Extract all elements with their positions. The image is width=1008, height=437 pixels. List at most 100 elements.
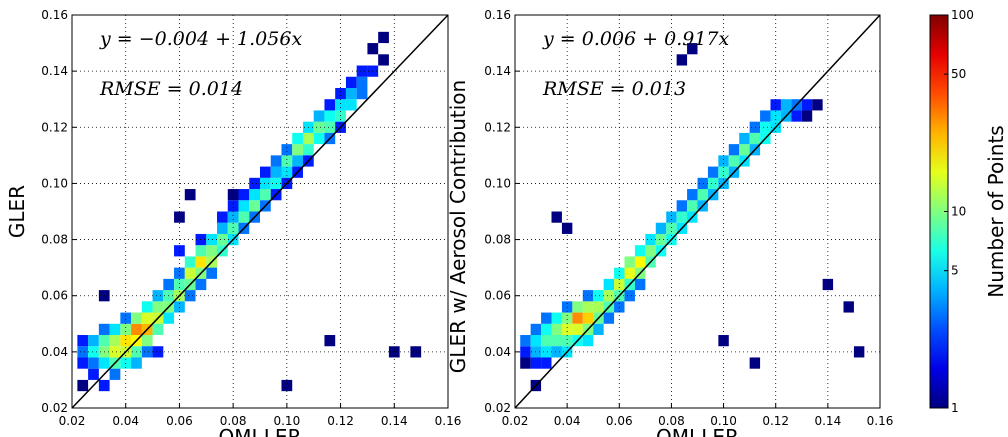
cell	[561, 301, 573, 313]
cell	[324, 335, 336, 347]
cell	[718, 335, 729, 347]
cell	[655, 222, 667, 234]
cell	[335, 110, 346, 122]
cell	[77, 357, 89, 369]
cell	[98, 335, 110, 347]
cell	[801, 99, 813, 111]
cell	[541, 357, 552, 369]
cell	[624, 256, 635, 268]
cell	[603, 312, 615, 324]
cell	[520, 346, 531, 358]
cell	[206, 233, 218, 246]
x-tick-label: 0.08	[220, 414, 247, 428]
cell	[551, 323, 562, 336]
cell	[249, 189, 260, 201]
x-tick-label: 0.06	[606, 414, 633, 428]
cell	[749, 132, 761, 145]
cell	[541, 323, 552, 336]
cell	[541, 312, 552, 324]
cell	[822, 278, 834, 291]
cell	[152, 346, 164, 358]
colorbar-tick-label: 50	[951, 67, 966, 81]
cell	[313, 110, 325, 122]
y-tick-label: 0.08	[484, 233, 511, 247]
x-tick-label: 0.14	[814, 414, 841, 428]
cell	[98, 357, 110, 369]
cell	[551, 312, 562, 324]
cell	[163, 278, 175, 291]
cell	[551, 346, 562, 358]
cell	[760, 110, 771, 122]
cell	[603, 278, 615, 291]
cell	[603, 290, 615, 302]
colorbar-label: Number of Points	[984, 125, 1008, 297]
cell	[238, 200, 250, 212]
cell	[345, 99, 357, 111]
annotation: y = −0.004 + 1.056x	[99, 28, 302, 50]
cell	[356, 76, 368, 88]
cell	[697, 177, 708, 190]
cell	[281, 166, 293, 178]
y-tick-label: 0.02	[484, 401, 511, 415]
cell	[687, 43, 698, 55]
annotation: RMSE = 0.013	[542, 78, 686, 100]
cell	[335, 87, 346, 100]
cell	[614, 267, 625, 279]
cell	[345, 87, 357, 100]
cell	[281, 144, 293, 156]
cell	[184, 189, 196, 201]
cell	[843, 301, 854, 313]
x-tick-label: 0.02	[502, 414, 529, 428]
cells	[520, 43, 865, 392]
annotation: RMSE = 0.014	[99, 78, 243, 100]
cell	[655, 233, 667, 246]
cell	[184, 290, 196, 302]
cell	[739, 144, 750, 156]
y-tick-label: 0.14	[41, 64, 68, 78]
cell	[624, 267, 635, 279]
cell	[195, 256, 207, 268]
cell	[676, 211, 688, 223]
x-tick-label: 0.04	[112, 414, 139, 428]
cell	[88, 346, 99, 358]
cell	[292, 132, 303, 145]
cell	[174, 211, 185, 223]
y-tick-label: 0.08	[41, 233, 68, 247]
plot-frame	[71, 14, 449, 409]
colorbar-tick-label: 1	[951, 401, 959, 415]
cell	[260, 189, 271, 201]
cell	[707, 166, 719, 178]
y-tick-label: 0.10	[484, 176, 511, 190]
cell	[530, 323, 542, 336]
cell	[302, 144, 314, 156]
y-tick-label: 0.06	[41, 289, 68, 303]
cell	[141, 301, 153, 313]
y-tick-label: 0.12	[484, 120, 511, 134]
cell	[749, 121, 761, 133]
cell	[249, 177, 260, 190]
y-tick-label: 0.10	[41, 176, 68, 190]
cell	[634, 245, 646, 257]
cell	[551, 211, 562, 223]
colorbar-tick-label: 5	[951, 264, 959, 278]
cell	[645, 245, 656, 257]
cell	[666, 211, 677, 223]
cell	[109, 368, 121, 380]
cell	[645, 233, 656, 246]
cell	[313, 121, 325, 133]
cell	[676, 54, 688, 66]
cell	[152, 323, 164, 336]
cell	[593, 290, 604, 302]
cell	[302, 132, 314, 145]
cell	[378, 54, 389, 66]
x-tick-label: 0.10	[273, 414, 300, 428]
cell	[572, 301, 583, 313]
cell	[281, 155, 293, 167]
cell	[313, 132, 325, 145]
cell	[561, 312, 573, 324]
x-tick-label: 0.10	[710, 414, 737, 428]
cell	[582, 301, 594, 313]
cell	[238, 189, 250, 201]
cell	[593, 301, 604, 313]
